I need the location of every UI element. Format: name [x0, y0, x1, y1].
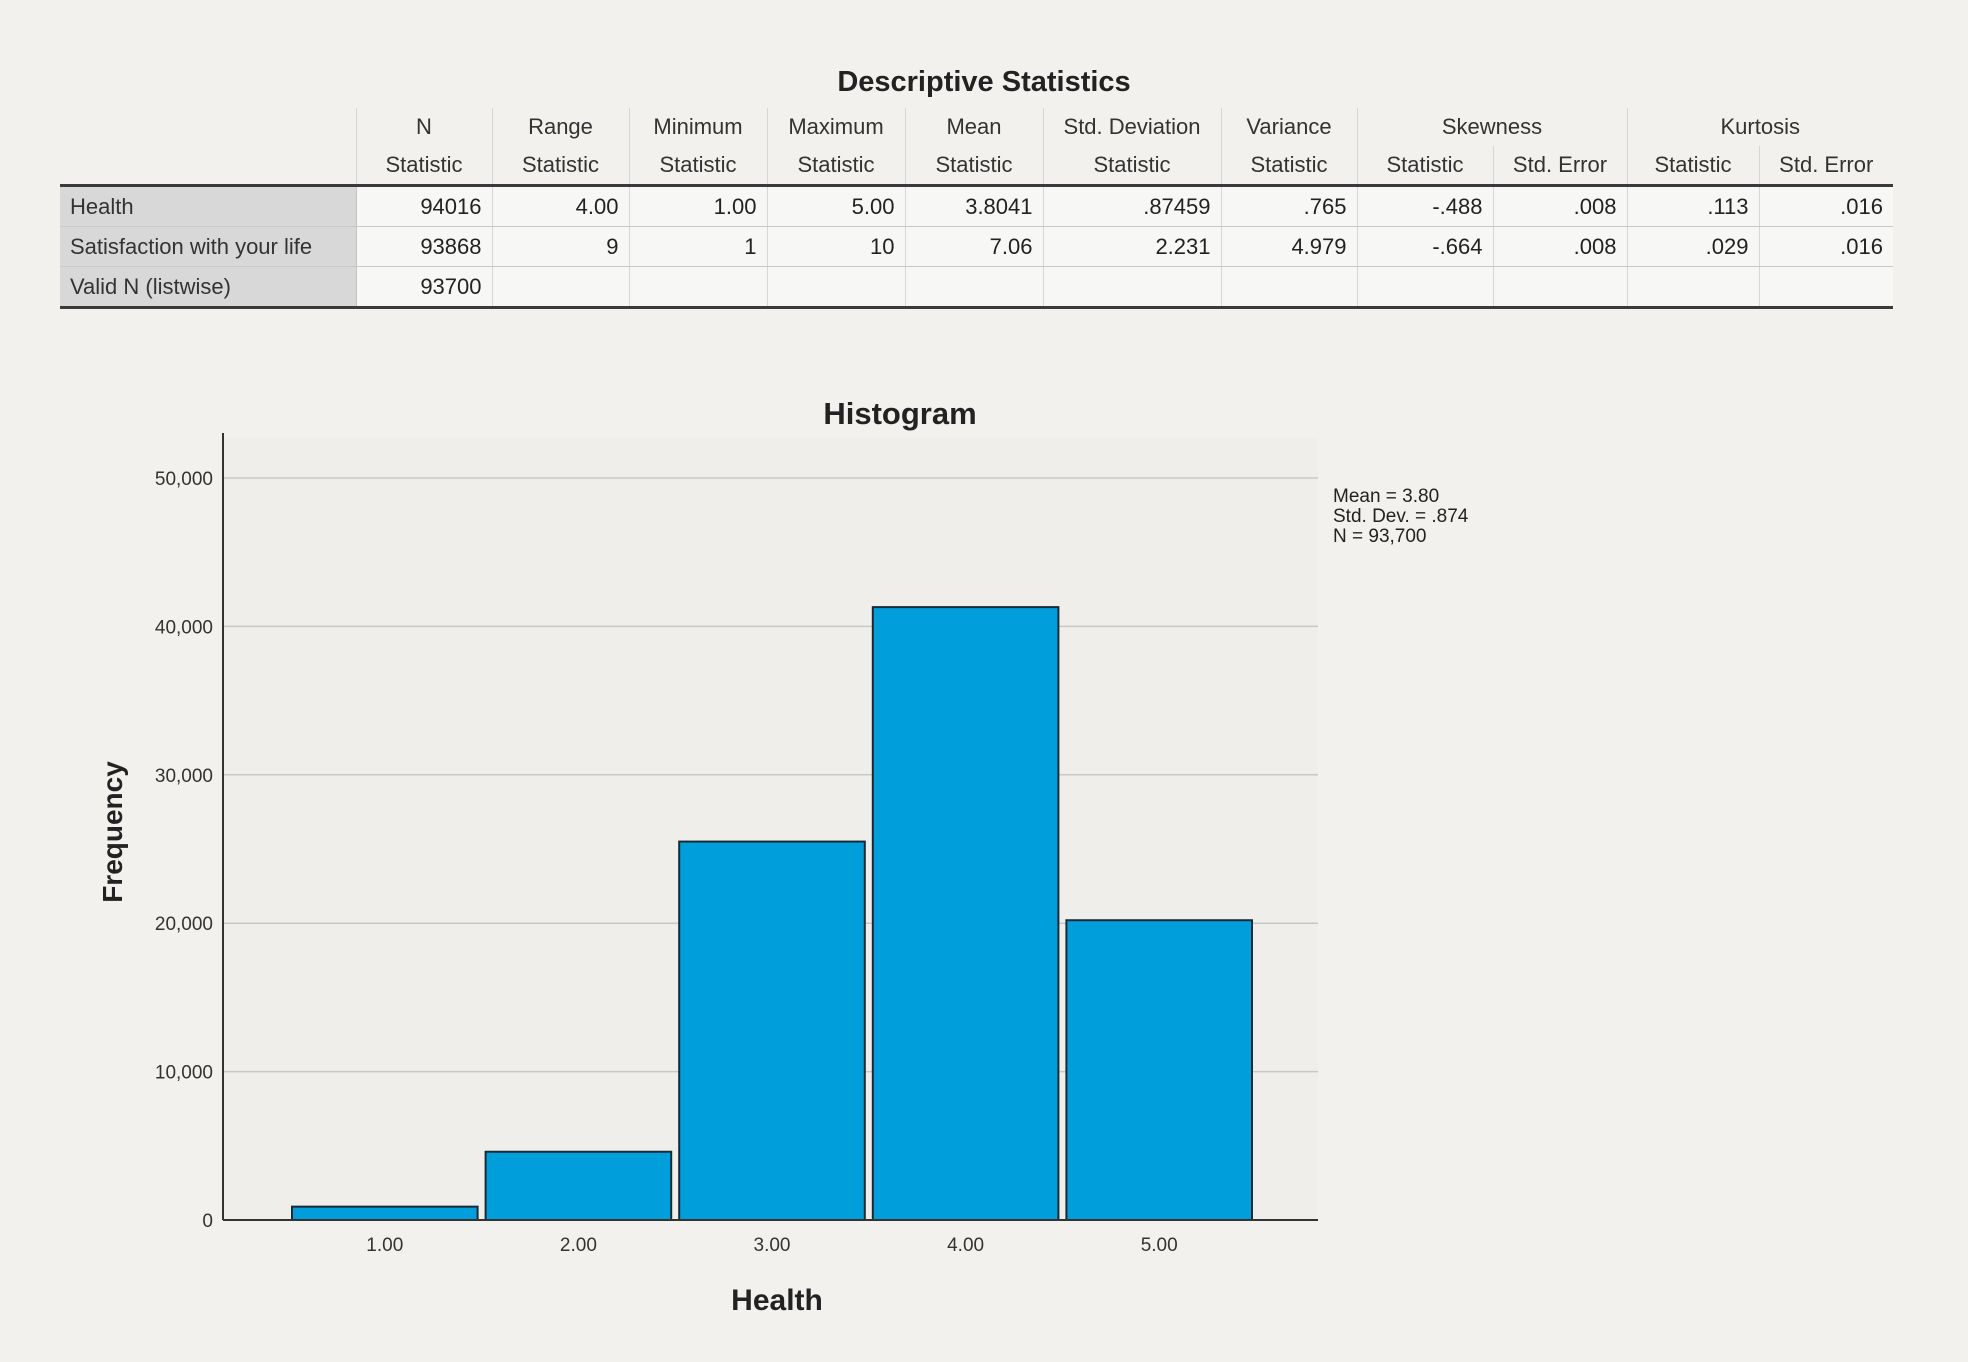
col-header-kurtosis: Kurtosis	[1720, 114, 1800, 139]
table-cell: 9	[492, 226, 630, 267]
col-header-n: N	[356, 108, 493, 146]
table-body: Health 94016 4.00 1.00 5.00 3.8041.87459.765-…	[60, 185, 1893, 309]
col-header-std-deviation: Std. Deviation	[1043, 108, 1222, 146]
sub-header: Statistic	[1221, 146, 1358, 187]
table-cell: 10	[767, 226, 906, 267]
table-title: Descriptive Statistics	[837, 66, 1131, 98]
y-tick-label: 50,000	[155, 469, 213, 490]
col-header-variance: Variance	[1221, 108, 1358, 146]
table-row: Health 94016 4.00 1.00 5.00 3.8041.87459.765-…	[60, 185, 1893, 227]
col-header-skewness: Skewness	[1357, 108, 1628, 146]
row-label: Valid N (listwise)	[60, 266, 357, 309]
sub-header: Statistic	[492, 146, 630, 187]
sub-header: Statistic	[767, 146, 906, 187]
sub-header: Std. Error	[1493, 146, 1628, 187]
sub-header: Std. Error	[1759, 146, 1893, 187]
table-cell: 1	[629, 226, 768, 267]
table-cell: 93868	[356, 226, 493, 267]
x-tick-label: 4.00	[947, 1235, 984, 1256]
table-cell	[1043, 266, 1222, 309]
chart-title: Histogram	[823, 396, 976, 431]
descriptive-statistics-table: N Range Minimum Maximum Mean Std. Deviat…	[60, 108, 1893, 309]
table-cell: 94016	[356, 185, 493, 227]
table-cell	[1221, 266, 1358, 309]
table-cell: .113	[1627, 185, 1760, 227]
table-cell	[1493, 266, 1628, 309]
corner-cell	[60, 108, 357, 146]
table-cell: 1.00	[629, 185, 768, 227]
stats-legend-line: N = 93,700	[1333, 526, 1427, 547]
table-cell: 3.8041	[905, 185, 1044, 227]
sub-header: Statistic	[1043, 146, 1222, 187]
col-header-minimum: Minimum	[629, 108, 768, 146]
col-header-mean: Mean	[905, 108, 1044, 146]
table-cell: 7.06	[905, 226, 1044, 267]
table-cell: 4.979	[1221, 226, 1358, 267]
table-cell	[629, 266, 768, 309]
table-row: Valid N (listwise) 93700	[60, 266, 1893, 309]
x-tick-label: 2.00	[560, 1235, 597, 1256]
y-tick-label: 30,000	[155, 766, 213, 787]
table-cell	[767, 266, 906, 309]
histogram-bar	[291, 1205, 479, 1222]
x-axis-label: Health	[731, 1284, 823, 1317]
histogram-bar	[484, 1150, 673, 1221]
stats-legend-line: Std. Dev. = .874	[1333, 506, 1469, 527]
y-axis-label: Frequency	[97, 761, 128, 903]
table-cell: -.664	[1357, 226, 1494, 267]
table-cell: -.488	[1357, 185, 1494, 227]
sub-header: Statistic	[629, 146, 768, 187]
histogram-bar	[678, 840, 866, 1222]
row-label: Satisfaction with your life	[60, 226, 357, 267]
histogram-bar	[871, 606, 1060, 1221]
col-header-range: Range	[492, 108, 630, 146]
table-cell: 5.00	[767, 185, 906, 227]
y-tick-label: 40,000	[155, 617, 213, 638]
table-cell: 2.231	[1043, 226, 1222, 267]
y-tick-label: 10,000	[155, 1063, 213, 1084]
histogram-bar	[1065, 919, 1254, 1221]
column-sub-headers: Statistic Statistic Statistic Statistic …	[60, 146, 1893, 187]
x-tick-label: 1.00	[366, 1235, 403, 1256]
table-cell: .008	[1493, 185, 1628, 227]
row-label: Health	[60, 185, 357, 227]
sub-header: Statistic	[905, 146, 1044, 187]
corner-cell	[60, 146, 357, 187]
table-cell	[1357, 266, 1494, 309]
table-cell	[1627, 266, 1760, 309]
table-cell: .87459	[1043, 185, 1222, 227]
table-cell: .016	[1759, 226, 1893, 267]
y-tick-label: 0	[202, 1211, 213, 1232]
col-header-maximum: Maximum	[767, 108, 906, 146]
table-row: Satisfaction with your life 93868 9 1 10 7.06…	[60, 226, 1893, 267]
table-cell	[905, 266, 1044, 309]
y-tick-label: 20,000	[155, 914, 213, 935]
column-group-headers: N Range Minimum Maximum Mean Std. Deviat…	[60, 108, 1893, 146]
stats-legend-line: Mean = 3.80	[1333, 486, 1439, 507]
table-cell: .765	[1221, 185, 1358, 227]
table-cell: 4.00	[492, 185, 630, 227]
sub-header: Statistic	[356, 146, 493, 187]
table-cell	[1759, 266, 1893, 309]
sub-header: Statistic	[1357, 146, 1494, 187]
x-tick-label: 5.00	[1141, 1235, 1178, 1256]
table-cell: .008	[1493, 226, 1628, 267]
x-tick-label: 3.00	[754, 1235, 791, 1256]
table-cell	[492, 266, 630, 309]
table-cell: 93700	[356, 266, 493, 309]
sub-header: Statistic	[1627, 146, 1760, 187]
table-cell: .016	[1759, 185, 1893, 227]
table-cell: .029	[1627, 226, 1760, 267]
